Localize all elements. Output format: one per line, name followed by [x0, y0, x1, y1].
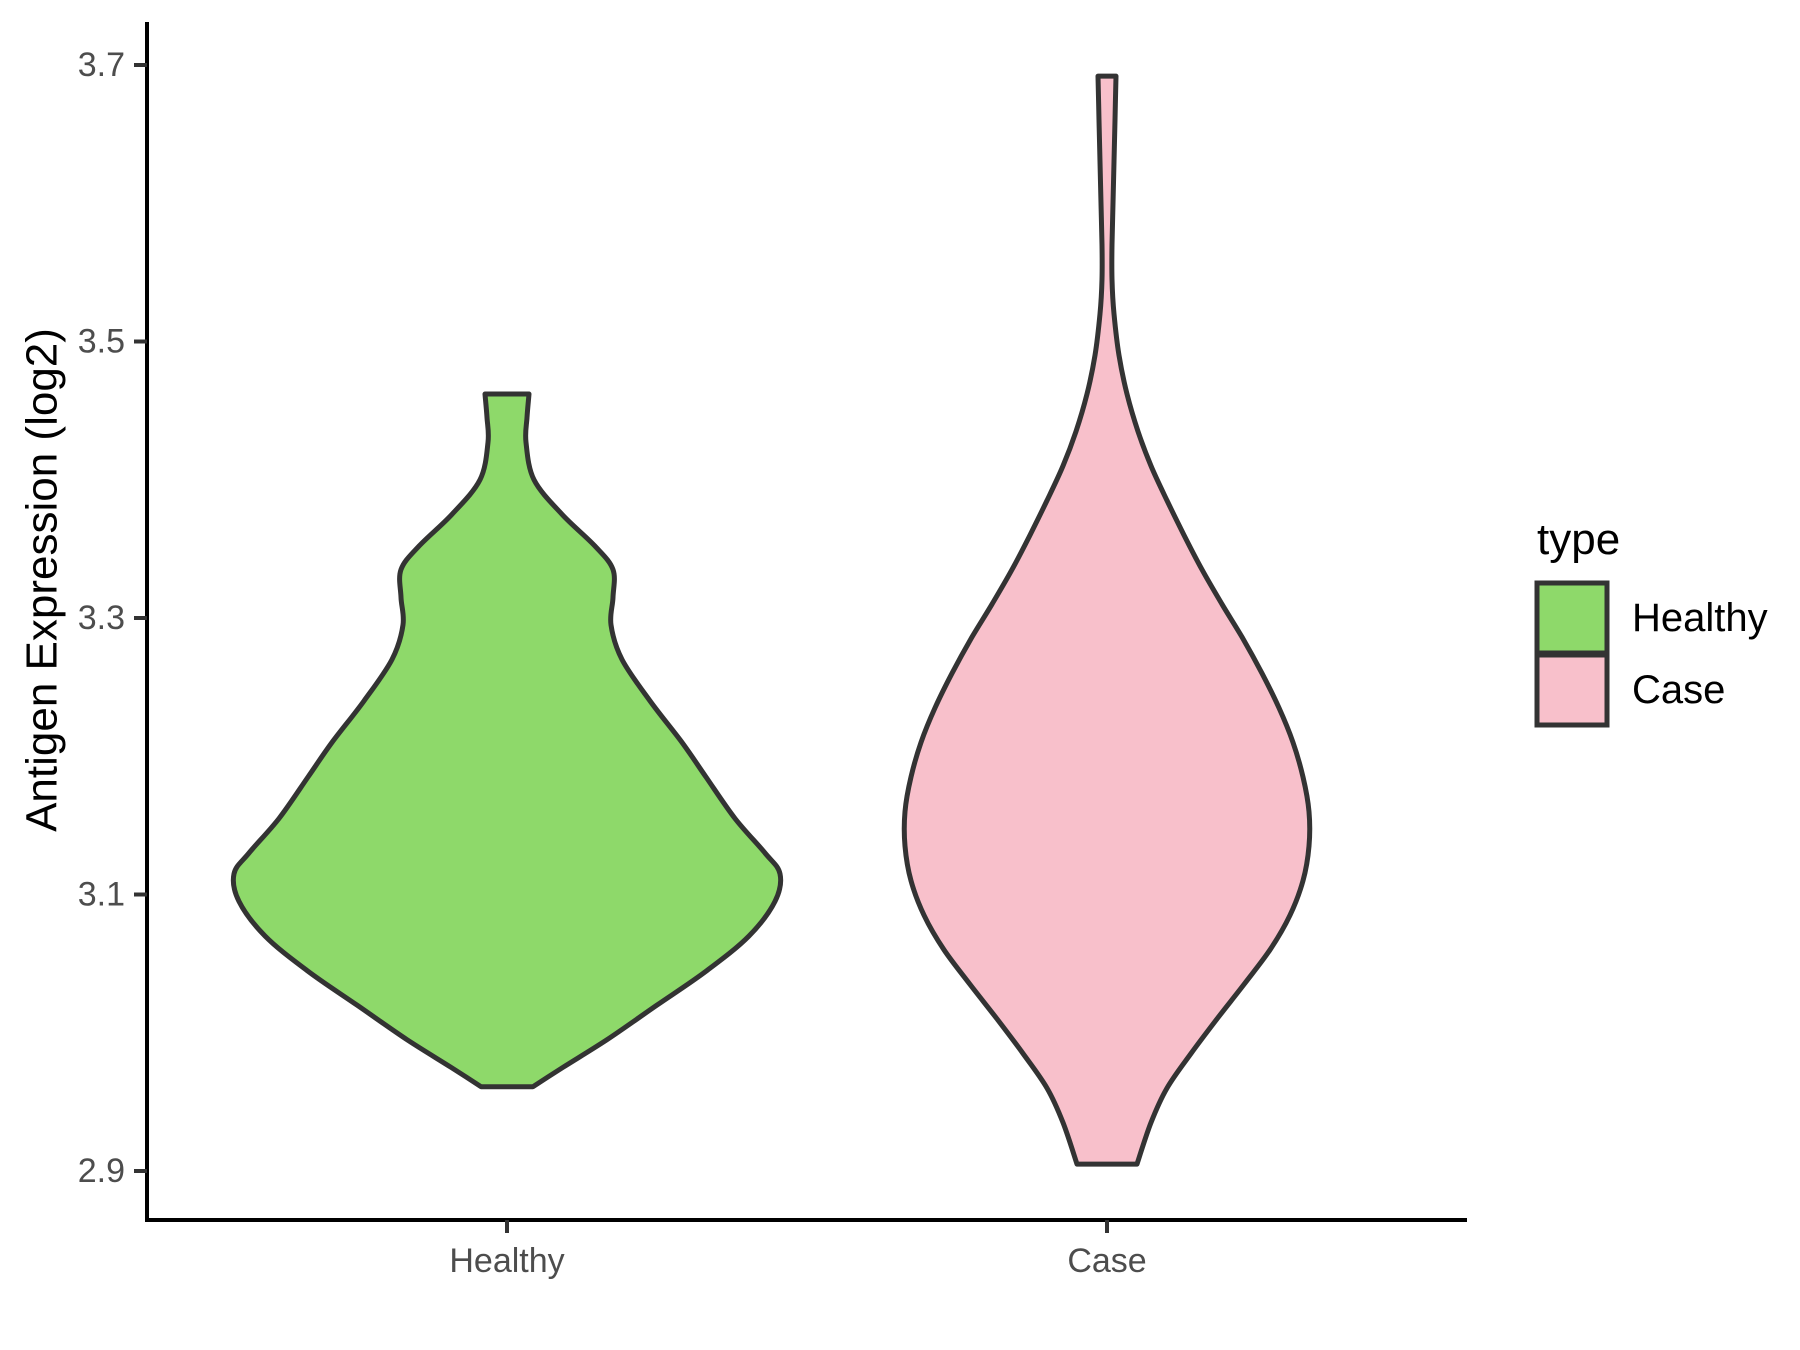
x-tick-label: Case	[1067, 1242, 1146, 1280]
legend-key-healthy	[1534, 580, 1610, 656]
y-tick-label: 3.7	[78, 46, 125, 84]
y-axis-title: Antigen Expression (log2)	[18, 328, 67, 832]
legend-label-healthy: Healthy	[1632, 596, 1768, 640]
legend-label-case: Case	[1632, 668, 1725, 712]
y-tick-label: 3.5	[78, 323, 125, 361]
legend-key-case	[1534, 652, 1610, 728]
y-tick-label: 3.1	[78, 876, 125, 914]
y-tick-label: 2.9	[78, 1152, 125, 1190]
y-tick-label: 3.3	[78, 599, 125, 637]
violin-case	[901, 73, 1313, 1167]
legend-title: type	[1537, 515, 1620, 564]
x-tick-label: Healthy	[449, 1242, 564, 1280]
violin-healthy	[230, 391, 784, 1090]
